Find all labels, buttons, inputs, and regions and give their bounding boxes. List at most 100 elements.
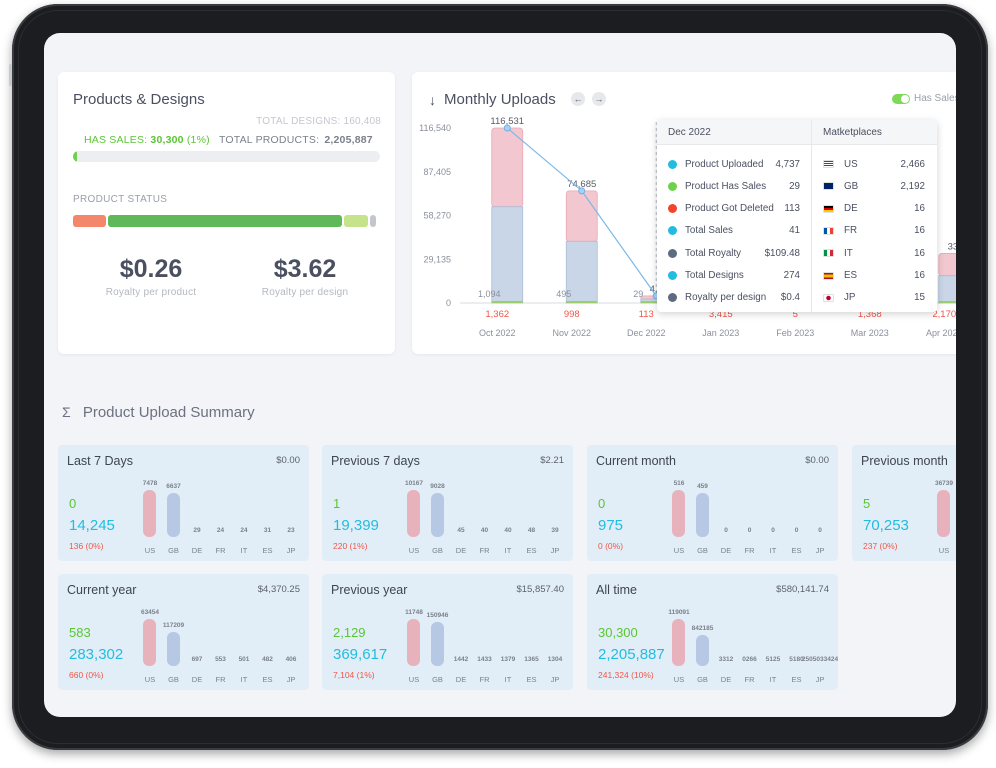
bar-sales-label: 29 — [633, 289, 643, 299]
tooltip-marketplace-code: JP — [844, 292, 856, 304]
summary-card[interactable]: Previous year $15,857.40 2,129 369,617 7,104… — [322, 574, 573, 690]
tooltip-metric-row: Product Got Deleted 113 — [668, 198, 800, 220]
arrow-left-icon[interactable]: ← — [571, 92, 585, 106]
market-label: JP — [286, 675, 296, 684]
y-tick-label: 87,405 — [423, 167, 451, 177]
bar-live[interactable] — [938, 275, 956, 304]
market-label: FR — [215, 675, 226, 684]
market-bar — [430, 621, 444, 666]
tooltip-marketplace-value: 2,192 — [900, 180, 925, 192]
royalty-per-design-label: Royalty per design — [261, 287, 349, 298]
has-sales-toggle[interactable] — [892, 94, 910, 104]
summary-card[interactable]: Last 7 Days $0.00 0 14,245 136 (0%) 7478 US 663… — [58, 445, 309, 561]
market-label: ES — [262, 546, 273, 555]
market-label: ES — [791, 675, 802, 684]
deleted-label: 3,415 — [709, 309, 733, 320]
has-sales-pct: (1%) — [186, 134, 210, 146]
dashboard-screen: Products & Designs TOTAL DESIGNS: 160,40… — [44, 33, 956, 717]
market-column-fr: 40 FR — [473, 475, 497, 555]
summary-card-royalty: $4,370.25 — [257, 584, 300, 595]
y-tick-label: 29,135 — [423, 254, 451, 264]
market-label: US — [144, 546, 156, 555]
market-column-es: 31 ES — [256, 475, 280, 555]
market-bar — [672, 490, 685, 537]
deleted-label: 1,362 — [485, 309, 509, 320]
summary-card-total: 19,399 — [333, 517, 379, 534]
tooltip-metric-value: $109.48 — [764, 247, 800, 259]
bar-pending[interactable] — [565, 190, 598, 242]
bar-pending[interactable] — [938, 253, 956, 277]
y-tick-label: 0 — [446, 298, 451, 308]
legend-dot-icon — [668, 181, 677, 191]
market-count: 45 — [457, 527, 465, 534]
market-column-us: 119091 US — [667, 604, 691, 684]
bar-sales — [938, 301, 956, 303]
market-column-us: 36739 US — [932, 475, 956, 555]
market-label: GB — [432, 546, 443, 555]
bar-live[interactable] — [565, 240, 598, 304]
market-count: 501 — [238, 656, 250, 663]
tooltip-marketplace-code: US — [844, 158, 858, 170]
summary-card-deleted: 7,104 (1%) — [333, 670, 375, 680]
market-count: 697 — [191, 656, 203, 663]
market-column-de: 45 DE — [449, 475, 473, 555]
has-sales-value: 30,300 — [150, 134, 184, 146]
x-tick-label: Feb 2023 — [776, 328, 814, 338]
summary-card[interactable]: Current month $0.00 0 975 0 (0%) 516 US 459 GB 0 D… — [587, 445, 838, 561]
tooltip-marketplace-row: ES 16 — [823, 265, 925, 287]
summary-card-royalty: $15,857.40 — [516, 584, 564, 595]
summary-card[interactable]: All time $580,141.74 30,300 2,205,887 241,32… — [587, 574, 838, 690]
tooltip-metric-label: Total Designs — [685, 270, 744, 281]
market-column-es: 0 ES — [785, 475, 809, 555]
market-column-gb: 6637 GB — [162, 475, 186, 555]
market-label: FR — [744, 546, 755, 555]
x-tick-label: Dec 2022 — [627, 328, 666, 338]
tooltip-marketplace-row: JP 15 — [823, 287, 925, 309]
market-column-fr: 1433 FR — [473, 604, 497, 684]
market-count: 36739 — [934, 480, 954, 488]
market-column-de: 1442 DE — [449, 604, 473, 684]
summary-card-title: Previous month — [861, 454, 948, 468]
bar-sales-label: 1,094 — [478, 289, 501, 299]
trend-point[interactable] — [503, 124, 511, 132]
tooltip-metric-row: Royalty per design $0.4 — [668, 287, 800, 309]
summary-title: Σ Product Upload Summary — [62, 404, 255, 421]
volume-button — [9, 64, 12, 86]
market-label: IT — [240, 546, 248, 555]
deleted-label: 2,170 — [932, 309, 956, 320]
market-count: 5180 — [789, 656, 804, 663]
market-count: 39 — [551, 527, 559, 534]
tooltip-marketplace-code: IT — [844, 247, 853, 259]
market-column-us: 7478 US — [138, 475, 162, 555]
tooltip-marketplace-value: 15 — [914, 292, 925, 304]
bar-sales-label: 495 — [556, 289, 571, 299]
market-column-fr: 0 FR — [738, 475, 762, 555]
summary-card[interactable]: Current year $4,370.25 583 283,302 660 (0%) 6… — [58, 574, 309, 690]
bar-live[interactable] — [491, 206, 524, 304]
arrow-right-icon[interactable]: → — [592, 92, 606, 106]
market-column-it: 40 IT — [496, 475, 520, 555]
market-label: FR — [215, 546, 226, 555]
summary-card[interactable]: Previous month 5 70,253 237 (0%) 36739 US — [852, 445, 956, 561]
legend-dot-icon — [668, 293, 677, 303]
market-column-fr: 0266 FR — [738, 604, 762, 684]
summary-card-sales: 0 — [598, 496, 606, 511]
bar-pending[interactable] — [491, 127, 524, 208]
trend-point[interactable] — [578, 187, 586, 195]
market-column-jp: 0 JP — [808, 475, 832, 555]
market-bar — [143, 619, 156, 666]
summary-card-total: 369,617 — [333, 646, 388, 663]
tooltip-metric-row: Product Has Sales 29 — [668, 175, 800, 197]
summary-card[interactable]: Previous 7 days $2.21 1 19,399 220 (1%) 10167… — [322, 445, 573, 561]
market-label: IT — [769, 675, 777, 684]
market-count: 482 — [262, 656, 273, 663]
summary-card-title: All time — [596, 583, 637, 597]
total-products-label: TOTAL PRODUCTS: — [218, 134, 320, 146]
market-column-de: 29 DE — [185, 475, 209, 555]
tooltip-metric-label: Product Has Sales — [685, 180, 767, 192]
market-label: US — [938, 546, 950, 555]
market-count: 3312 — [718, 656, 734, 663]
market-count: 2505033424 — [801, 656, 838, 663]
market-label: ES — [262, 675, 273, 684]
market-column-fr: 24 FR — [209, 475, 233, 555]
